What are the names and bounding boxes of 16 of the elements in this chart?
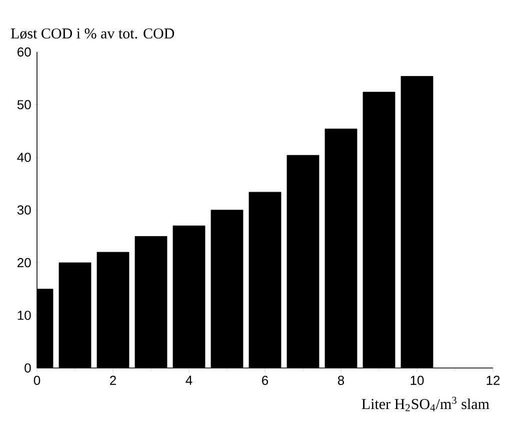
x-axis-title: Liter H$_{2}$SO$_{4}$/m$^{3}$ slam [362,396,490,412]
x-tick-label: 8 [338,376,344,385]
y-axis-title: Løst COD i % av tot. COD [10,28,174,39]
y-tick-label: 50 [17,100,31,110]
y-tick-label: 60 [18,47,31,57]
y-tick-label: 10 [18,310,31,320]
y-tick-label: 20 [18,258,31,268]
x-tick-label: 0 [34,376,40,385]
x-tick-label: 10 [410,376,424,385]
x-tick-label: 6 [262,376,268,385]
y-tick-label: 0 [24,363,31,373]
x-tick-label: 2 [110,376,116,385]
x-tick-label: 4 [186,376,192,385]
y-tick-label: 30 [17,205,31,215]
y-tick-label: 40 [17,152,31,162]
x-tick-label: 12 [486,376,500,385]
